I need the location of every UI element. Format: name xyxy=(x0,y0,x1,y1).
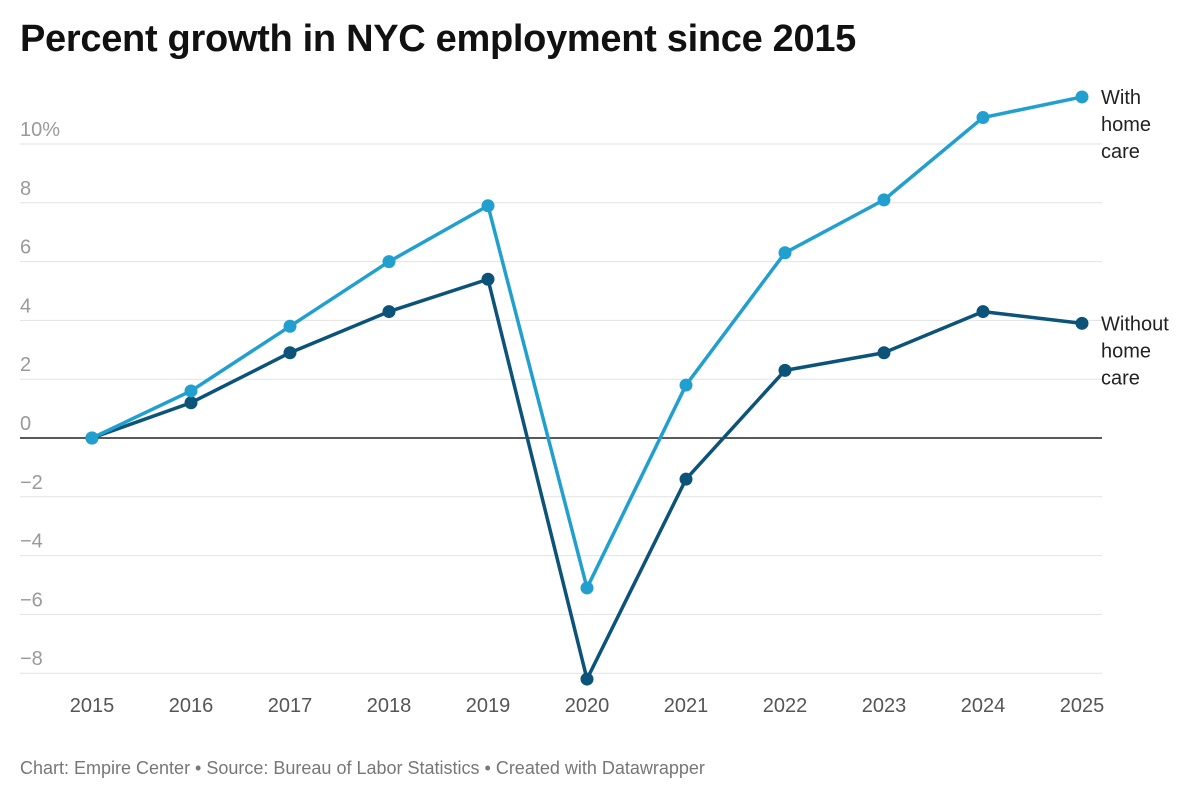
y-tick-label: −6 xyxy=(20,589,43,611)
data-point xyxy=(283,346,297,360)
x-tick-label: 2023 xyxy=(862,695,907,717)
chart-title: Percent growth in NYC employment since 2… xyxy=(20,18,857,60)
y-tick-label: −8 xyxy=(20,648,43,670)
x-tick-label: 2025 xyxy=(1060,695,1105,717)
chart-footer: Chart: Empire Center • Source: Bureau of… xyxy=(20,758,705,778)
data-point xyxy=(580,672,594,686)
data-point xyxy=(85,431,99,445)
grid-lines xyxy=(20,143,1102,674)
series-end-label: With home care xyxy=(1101,87,1151,163)
data-point xyxy=(778,363,792,377)
data-point xyxy=(184,396,198,410)
data-point xyxy=(184,384,198,398)
data-point xyxy=(382,255,396,269)
data-point xyxy=(481,199,495,213)
series-end-label: Without home care xyxy=(1101,313,1169,389)
y-tick-label: −2 xyxy=(20,472,43,494)
y-axis-ticks: 10% 8 6 4 2 0 −2 −4 −6 −8 xyxy=(20,119,60,670)
series-line xyxy=(90,277,1084,681)
data-point xyxy=(877,346,891,360)
x-tick-label: 2017 xyxy=(268,695,313,717)
y-tick-label: 0 xyxy=(20,413,31,435)
x-tick-label: 2016 xyxy=(169,695,214,717)
y-tick-label: 4 xyxy=(20,295,31,317)
y-tick-label: 6 xyxy=(20,237,31,259)
data-point xyxy=(976,111,990,125)
data-point xyxy=(382,305,396,319)
data-point xyxy=(1075,90,1089,104)
data-point xyxy=(976,305,990,319)
y-tick-label: 8 xyxy=(20,178,31,200)
x-tick-label: 2019 xyxy=(466,695,511,717)
x-tick-label: 2024 xyxy=(961,695,1006,717)
y-tick-label: 10% xyxy=(20,119,60,141)
data-point xyxy=(679,378,693,392)
data-point xyxy=(580,581,594,595)
data-point xyxy=(1075,316,1089,330)
data-point xyxy=(481,272,495,286)
x-tick-label: 2015 xyxy=(70,695,115,717)
x-tick-label: 2018 xyxy=(367,695,412,717)
series-labels: With home care Without home care xyxy=(1101,87,1169,389)
y-tick-label: −4 xyxy=(20,531,43,553)
x-tick-label: 2021 xyxy=(664,695,709,717)
data-point xyxy=(877,193,891,207)
series-lines xyxy=(85,90,1089,686)
x-tick-label: 2020 xyxy=(565,695,610,717)
data-point xyxy=(778,246,792,260)
x-tick-label: 2022 xyxy=(763,695,808,717)
y-tick-label: 2 xyxy=(20,354,31,376)
data-point xyxy=(283,319,297,333)
x-axis-ticks: 2015 2016 2017 2018 2019 2020 2021 2022 2023 2024… xyxy=(70,695,1105,717)
series-line xyxy=(90,95,1084,590)
data-point xyxy=(679,472,693,486)
